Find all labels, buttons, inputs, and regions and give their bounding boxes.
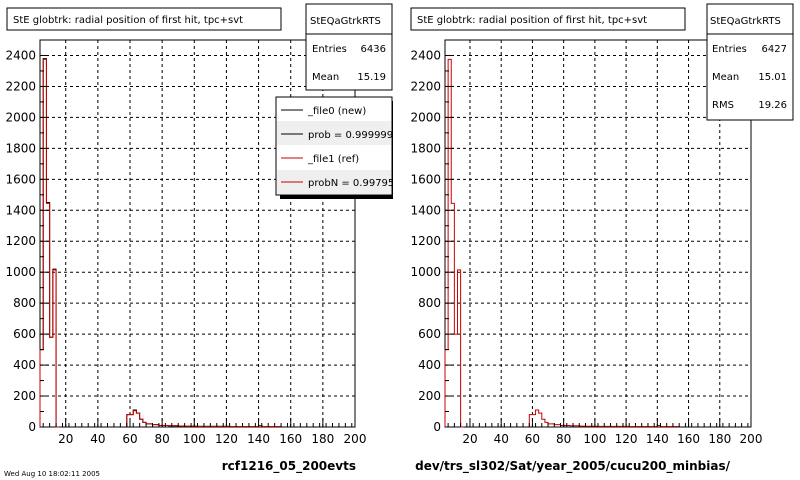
y-tick-label: 2400 <box>5 48 36 62</box>
right-panel: 20 40 60 80 100 120 140 160 180 200 0 200 400 600 800… <box>410 3 794 474</box>
x-tick-label: 20 <box>58 432 73 446</box>
y-tick-label: 2200 <box>5 79 36 93</box>
left-x-axis: 20 40 60 80 100 120 140 160 180 200 <box>42 418 367 446</box>
y-tick-label: 800 <box>13 296 36 310</box>
right-stats-entries-value: 6427 <box>762 44 787 55</box>
x-tick-label: 20 <box>462 432 477 446</box>
y-tick-label: 2200 <box>410 79 441 93</box>
right-x-axis-label: dev/trs_sl302/Sat/year_2005/cucu200_minb… <box>415 459 731 474</box>
y-tick-label: 600 <box>13 327 36 341</box>
right-stats-rms-value: 19.26 <box>758 100 787 111</box>
x-tick-label: 60 <box>525 432 540 446</box>
legend-label-1: prob = 0.999999 <box>308 130 393 141</box>
right-stats-name: StEQaGtrkRTS <box>710 16 781 27</box>
x-tick-label: 160 <box>677 432 700 446</box>
x-tick-label: 80 <box>155 432 170 446</box>
y-tick-label: 2000 <box>5 110 36 124</box>
left-chart-title: StE globtrk: radial position of first hi… <box>13 15 243 26</box>
left-stats-mean-label: Mean <box>312 72 339 83</box>
left-grid <box>40 40 355 427</box>
right-stats-rms-label: RMS <box>712 100 734 111</box>
legend-label-0: _file0 (new) <box>307 106 366 117</box>
x-tick-label: 140 <box>247 432 270 446</box>
left-stats-name: StEQaGtrkRTS <box>310 16 381 27</box>
left-stats-mean-value: 15.19 <box>357 72 386 83</box>
y-tick-label: 400 <box>13 358 36 372</box>
y-tick-label: 1400 <box>410 203 441 217</box>
right-chart-title: StE globtrk: radial position of first hi… <box>417 15 647 26</box>
left-x-axis-label: rcf1216_05_200evts <box>222 459 356 474</box>
right-title-box <box>410 7 686 31</box>
x-tick-label: 180 <box>708 432 731 446</box>
right-stats-frame <box>706 3 794 121</box>
right-stats-mean-value: 15.01 <box>758 72 787 83</box>
x-tick-label: 160 <box>279 432 302 446</box>
left-y-axis: 0 200 400 600 800 1000 1200 1400 1600 1800 2000 220… <box>5 48 49 434</box>
legend-clip-mask <box>393 90 401 205</box>
x-tick-label: 80 <box>556 432 571 446</box>
x-tick-label: 200 <box>344 432 367 446</box>
left-stats-frame <box>305 3 393 91</box>
y-tick-label: 2000 <box>410 110 441 124</box>
legend-row-shade <box>277 121 391 145</box>
y-tick-label: 1400 <box>5 203 36 217</box>
y-tick-label: 1600 <box>410 172 441 186</box>
y-tick-label: 1000 <box>410 265 441 279</box>
right-y-axis: 0 200 400 600 800 1000 1200 1400 1600 1800 2000 220… <box>410 48 454 434</box>
right-plot-frame <box>444 39 752 428</box>
right-stats-entries-label: Entries <box>712 44 747 55</box>
x-tick-label: 120 <box>615 432 638 446</box>
y-tick-label: 1600 <box>5 172 36 186</box>
right-stats-mean-label: Mean <box>712 72 739 83</box>
y-tick-label: 1200 <box>5 234 36 248</box>
x-tick-label: 40 <box>494 432 509 446</box>
right-grid <box>445 40 751 427</box>
y-tick-label: 1800 <box>5 141 36 155</box>
x-tick-label: 40 <box>90 432 105 446</box>
x-tick-label: 200 <box>740 432 763 446</box>
y-tick-label: 1200 <box>410 234 441 248</box>
y-tick-label: 0 <box>28 420 36 434</box>
left-stats-entries-label: Entries <box>312 44 347 55</box>
left-title-box <box>6 7 282 31</box>
left-panel: 20 40 60 80 100 120 140 160 180 200 0 200 400 600 800… <box>5 3 393 474</box>
left-stats-box: StEQaGtrkRTS Entries 6436 Mean 15.19 <box>305 3 393 91</box>
footer-timestamp: Wed Aug 10 18:02:11 2005 <box>4 470 100 478</box>
legend: _file0 (new) prob = 0.999999 _file1 (ref… <box>275 96 401 199</box>
left-stats-entries-value: 6436 <box>361 44 386 55</box>
x-tick-label: 180 <box>311 432 334 446</box>
x-tick-label: 100 <box>583 432 606 446</box>
right-plot-frame-group: 20 40 60 80 100 120 140 160 180 200 0 200 400 600 800… <box>410 39 763 446</box>
right-x-axis: 20 40 60 80 100 120 140 160 180 200 <box>447 418 763 446</box>
x-tick-label: 100 <box>183 432 206 446</box>
x-tick-label: 60 <box>122 432 137 446</box>
y-tick-label: 600 <box>418 327 441 341</box>
y-tick-label: 200 <box>418 389 441 403</box>
y-tick-label: 800 <box>418 296 441 310</box>
right-stats-box: StEQaGtrkRTS Entries 6427 Mean 15.01 RMS… <box>706 3 794 121</box>
y-tick-label: 1800 <box>410 141 441 155</box>
legend-label-2: _file1 (ref) <box>307 154 359 165</box>
y-tick-label: 400 <box>418 358 441 372</box>
x-tick-label: 120 <box>215 432 238 446</box>
legend-label-3: probN = 0.997956 <box>308 178 401 189</box>
y-tick-label: 200 <box>13 389 36 403</box>
y-tick-label: 2400 <box>410 48 441 62</box>
y-tick-label: 1000 <box>5 265 36 279</box>
y-tick-label: 0 <box>433 420 441 434</box>
x-tick-label: 140 <box>646 432 669 446</box>
